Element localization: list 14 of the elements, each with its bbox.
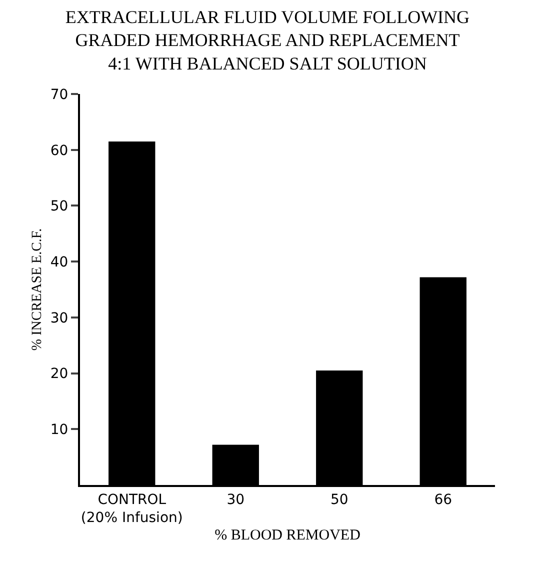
x-tick-label: CONTROL (20% Infusion) xyxy=(80,492,183,526)
y-tick-label: 20 xyxy=(50,366,68,382)
y-axis-title: % INCREASE E.C.F. xyxy=(30,228,45,351)
y-tick-label: 30 xyxy=(50,310,68,326)
chart-title: EXTRACELLULAR FLUID VOLUME FOLLOWING GRADED HEMORRHAGE AND REPLACEMENT 4:1 WITH BALANCED SALT SOLUTION xyxy=(65,6,470,74)
y-tick-label: 40 xyxy=(50,254,68,270)
x-tick-label: 50 xyxy=(330,492,348,508)
x-axis-title: % BLOOD REMOVED xyxy=(214,528,361,544)
x-tick-label: 66 xyxy=(434,492,452,508)
y-tick-label: 10 xyxy=(50,422,68,438)
x-tick-label: 30 xyxy=(226,492,245,508)
y-tick-label: 70 xyxy=(50,86,68,103)
y-tick-label: 50 xyxy=(50,198,68,215)
y-tick-label: 60 xyxy=(50,142,68,159)
